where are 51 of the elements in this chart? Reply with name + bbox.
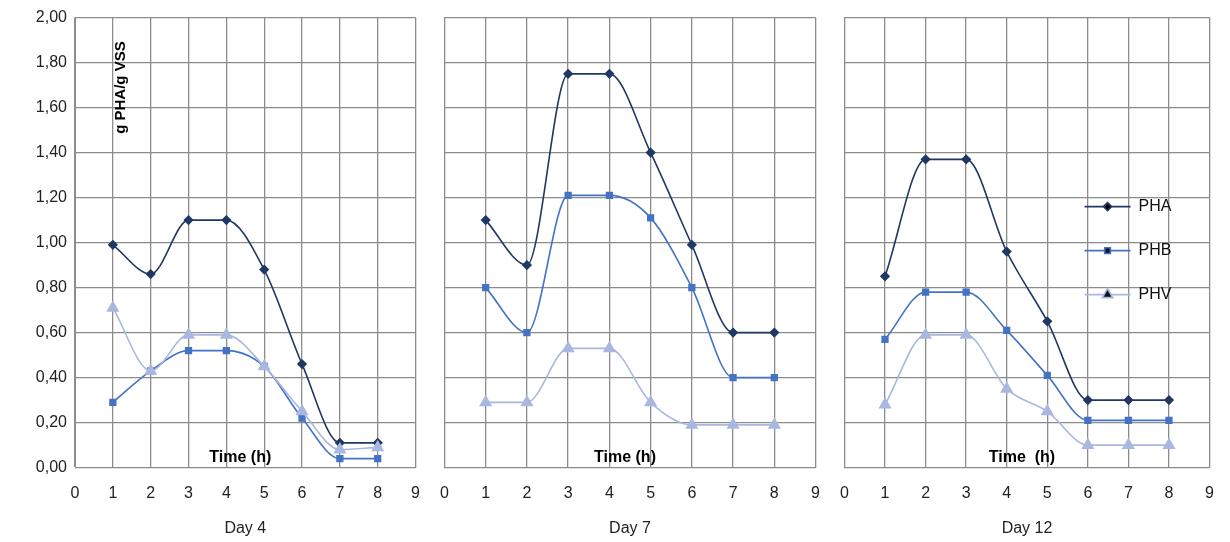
annotation: Time (h) xyxy=(209,448,272,466)
x-tick-label: 3 xyxy=(184,483,194,501)
x-tick-label: 9 xyxy=(411,483,421,501)
x-tick-label: 9 xyxy=(811,483,821,501)
x-tick-label: 8 xyxy=(373,483,383,501)
x-tick-label: 0 xyxy=(440,483,449,501)
annotation: Time (h) xyxy=(594,448,656,466)
x-tick-label: 3 xyxy=(961,483,971,501)
x-tick-label: 0 xyxy=(840,483,849,501)
y-tick-label: 1,00 xyxy=(35,233,68,251)
legend-label: PHA xyxy=(1138,197,1172,215)
x-tick-label: 7 xyxy=(335,483,345,501)
x-tick-label: 6 xyxy=(1083,483,1093,501)
x-axis-title: Day 7 xyxy=(609,518,651,536)
y-tick-label: 1,40 xyxy=(35,143,68,161)
annotation: Time (h) xyxy=(988,448,1056,466)
x-tick-label: 4 xyxy=(1002,483,1012,501)
x-tick-label: 2 xyxy=(921,483,931,501)
x-tick-label: 3 xyxy=(563,483,573,501)
x-tick-label: 6 xyxy=(687,483,697,501)
x-tick-label: 5 xyxy=(1042,483,1052,501)
x-tick-label: 7 xyxy=(728,483,738,501)
y-axis-title: g PHA/g VSS xyxy=(111,41,129,134)
x-tick-label: 4 xyxy=(221,483,231,501)
x-tick-label: 8 xyxy=(769,483,779,501)
x-tick-label: 2 xyxy=(522,483,532,501)
y-tick-label: 1,80 xyxy=(35,53,68,71)
x-tick-label: 8 xyxy=(1164,483,1174,501)
x-tick-label: 9 xyxy=(1205,483,1215,501)
x-tick-label: 6 xyxy=(297,483,307,501)
x-tick-label: 1 xyxy=(108,483,118,501)
x-tick-label: 1 xyxy=(880,483,890,501)
y-tick-label: 0,00 xyxy=(35,458,68,476)
y-tick-label: 1,60 xyxy=(35,98,68,116)
x-axis-title: Day 4 xyxy=(224,518,267,536)
y-tick-label: 2,00 xyxy=(35,8,68,26)
y-tick-label: 0,80 xyxy=(35,278,68,296)
x-tick-label: 5 xyxy=(259,483,269,501)
legend-label: PHV xyxy=(1138,285,1172,303)
x-tick-label: 2 xyxy=(146,483,156,501)
y-tick-label: 0,40 xyxy=(35,368,68,386)
y-tick-label: 1,20 xyxy=(35,188,68,206)
x-tick-label: 5 xyxy=(646,483,656,501)
x-axis-title: Day 12 xyxy=(1001,518,1053,536)
legend-label: PHB xyxy=(1138,241,1172,259)
x-tick-label: 4 xyxy=(604,483,614,501)
y-tick-label: 0,20 xyxy=(35,413,68,431)
y-tick-label: 0,60 xyxy=(35,323,68,341)
x-tick-label: 1 xyxy=(481,483,491,501)
x-tick-label: 0 xyxy=(70,483,80,501)
x-tick-label: 7 xyxy=(1123,483,1133,501)
